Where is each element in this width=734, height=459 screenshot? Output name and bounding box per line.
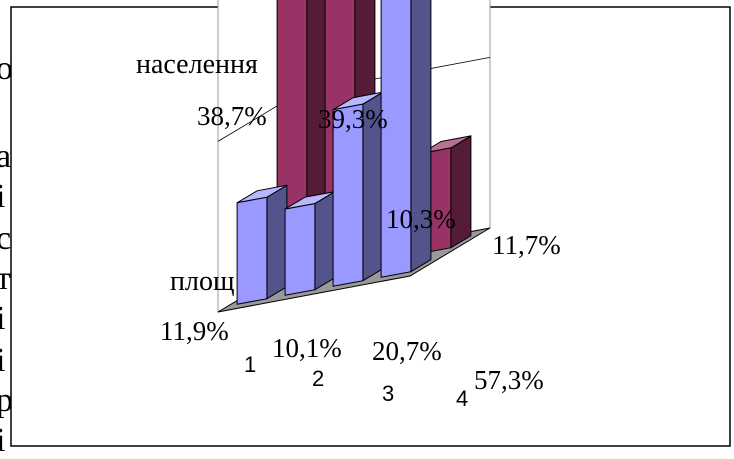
category-label: 3 <box>382 381 394 406</box>
category-label: 2 <box>312 366 324 391</box>
category-label: 4 <box>456 386 468 411</box>
data-label: 20,7% <box>372 336 442 366</box>
bar <box>284 202 316 296</box>
data-label: 57,3% <box>474 365 544 395</box>
bar <box>332 103 364 287</box>
series-label: населення <box>136 49 258 80</box>
bar-side <box>266 184 288 300</box>
category-labels: 1 2 3 4 <box>244 352 468 411</box>
bars <box>236 0 472 305</box>
data-label: 10,1% <box>272 333 342 363</box>
data-label: 39,3% <box>318 104 388 134</box>
series-labels: населення площ <box>136 49 258 297</box>
bg-text-fragment: і <box>0 178 6 215</box>
data-label: 10,3% <box>386 204 456 234</box>
bg-text-fragment: о <box>0 50 13 87</box>
data-label: 38,7% <box>197 101 267 131</box>
bg-text-fragment: т <box>0 260 11 297</box>
data-label: 11,7% <box>492 230 561 260</box>
bg-text-fragment: і <box>0 422 6 459</box>
bg-text-fragment: і <box>0 342 6 379</box>
data-label: 11,9% <box>160 316 229 346</box>
bg-text-fragment: р <box>0 382 13 419</box>
bg-text-fragment: с <box>0 220 12 257</box>
data-labels: 38,7% 39,3% 10,3% 11,7% 11,9% 10,1% 20,7% 57,3% <box>160 101 561 395</box>
bar <box>380 0 412 278</box>
category-label: 1 <box>244 352 256 377</box>
bg-text-fragment: а <box>0 138 12 175</box>
bar <box>236 196 268 305</box>
series-label: площ <box>170 266 235 297</box>
bg-text-fragment: і <box>0 300 6 337</box>
bar-side <box>314 190 336 291</box>
bar-side <box>410 0 432 273</box>
